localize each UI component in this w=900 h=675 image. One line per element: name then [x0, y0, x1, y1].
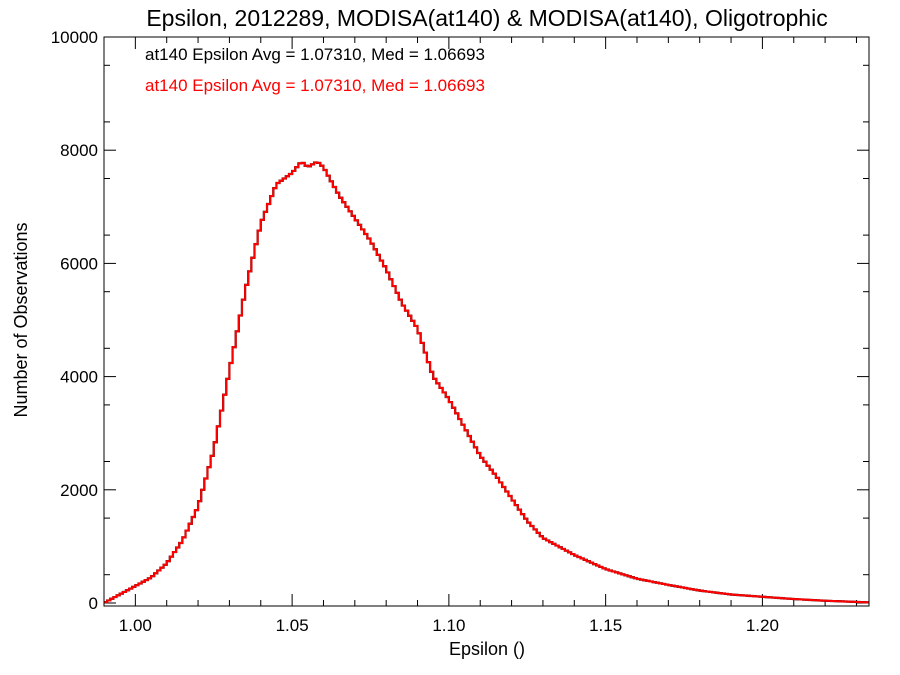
y-tick-label: 0	[89, 594, 98, 613]
x-tick-label: 1.05	[276, 616, 309, 635]
y-tick-label: 10000	[51, 28, 98, 47]
histogram-series-red	[104, 161, 869, 604]
y-tick-label: 2000	[60, 481, 98, 500]
y-tick-label: 6000	[60, 254, 98, 273]
y-tick-label: 8000	[60, 141, 98, 160]
histogram-series-black	[104, 161, 869, 604]
chart-title: Epsilon, 2012289, MODISA(at140) & MODISA…	[146, 5, 827, 31]
x-tick-label: 1.15	[589, 616, 622, 635]
x-tick-label: 1.20	[746, 616, 779, 635]
x-tick-label: 1.10	[432, 616, 465, 635]
axis-tick-labels: 1.00 1.05 1.10 1.15 1.20 0 2000 4000 6000 8000 100…	[51, 28, 779, 635]
x-tick-label: 1.00	[119, 616, 152, 635]
annotation-avg-med-red: at140 Epsilon Avg = 1.07310, Med = 1.066…	[145, 76, 485, 95]
x-axis-label: Epsilon ()	[449, 639, 525, 659]
annotation-avg-med-black: at140 Epsilon Avg = 1.07310, Med = 1.066…	[145, 45, 485, 64]
plot-frame	[103, 36, 870, 607]
y-axis-label: Number of Observations	[11, 222, 31, 417]
y-tick-label: 4000	[60, 368, 98, 387]
axis-ticks	[103, 36, 869, 606]
